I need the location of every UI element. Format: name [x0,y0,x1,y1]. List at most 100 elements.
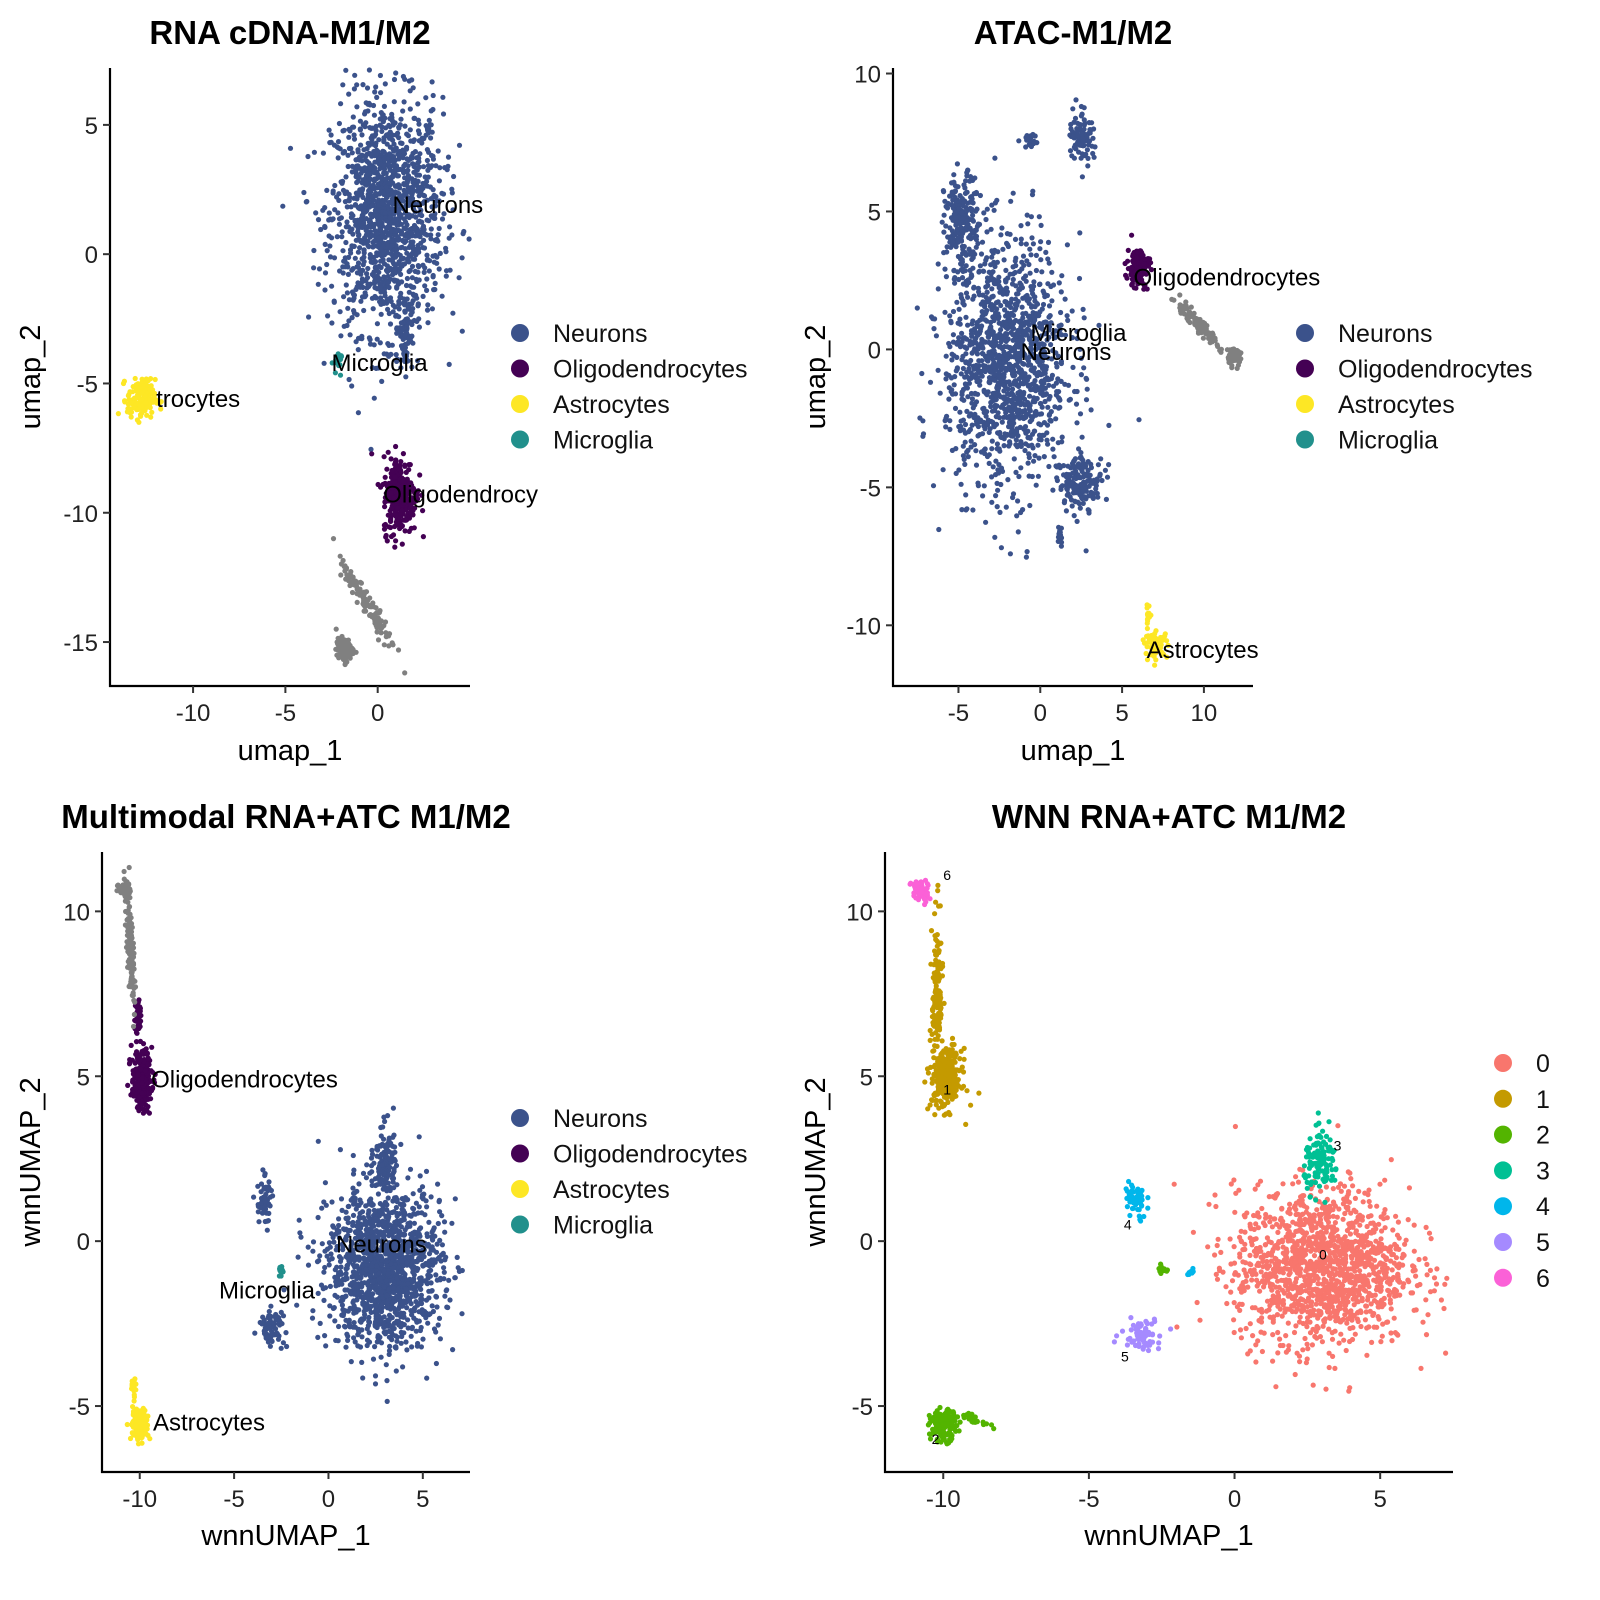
data-point [986,460,992,466]
data-point [1218,349,1224,355]
data-point [1043,249,1049,255]
data-point [944,205,951,211]
data-point [421,269,427,275]
data-point [970,218,977,224]
data-point [1144,625,1150,632]
legend-label: Microglia [1338,427,1438,455]
data-point [1025,221,1031,227]
data-point [1017,415,1023,421]
data-point [960,365,967,372]
data-point [1015,298,1021,305]
data-point [428,135,434,141]
data-point [375,235,382,242]
data-point [412,225,418,231]
data-point [967,267,973,273]
data-point [342,264,348,270]
data-point [1010,433,1016,439]
data-point [421,245,428,251]
data-point [345,305,351,311]
data-point [402,309,408,315]
data-point [401,348,407,354]
data-point [395,208,401,214]
data-point [361,608,367,614]
data-point [1016,383,1022,389]
data-point [979,358,985,364]
data-point [1036,281,1043,288]
data-point [425,167,431,173]
data-point [428,236,434,242]
data-point [1075,132,1081,138]
data-point [400,451,406,457]
data-point [1044,430,1050,436]
data-point [1197,316,1203,323]
data-point [349,150,355,156]
data-point [417,472,423,478]
data-point [416,1134,422,1140]
data-point [948,320,954,326]
data-point [962,439,968,445]
data-point [954,299,960,305]
data-point [429,1303,435,1309]
data-point [430,106,436,113]
data-point [1078,450,1084,456]
data-point [310,1248,316,1254]
data-point [321,1269,327,1275]
data-point [1062,381,1068,387]
data-point [1009,363,1015,369]
data-point [399,541,405,547]
data-point [391,232,398,238]
data-point [1086,493,1092,499]
data-point [360,1375,366,1381]
data-point [115,411,121,417]
x-tick-label: -10 [176,700,211,727]
data-point [322,241,328,247]
legend: NeuronsOligodendrocytesAstrocytesMicrogl… [511,320,748,455]
data-point [387,321,394,327]
data-point [946,396,952,402]
data-point [997,429,1003,436]
data-point [958,220,964,226]
data-point [323,1343,329,1349]
x-tick-label: 10 [1191,700,1218,727]
data-point [346,145,352,152]
data-point [386,284,392,291]
data-point [993,421,1000,427]
data-point [369,203,375,209]
data-point [979,314,985,320]
data-point [340,187,347,193]
data-point [128,414,134,420]
data-point [1026,451,1032,457]
data-point [424,276,430,282]
data-point [354,284,360,290]
data-point [343,239,349,246]
data-point [429,306,435,312]
data-point [423,132,429,138]
data-point [313,210,319,216]
data-point [953,215,959,221]
data-point [404,131,410,137]
data-point [1030,386,1036,392]
data-point [382,81,388,87]
data-point [1104,474,1111,480]
data-point [327,254,334,260]
data-point [1134,255,1140,261]
data-point [1009,296,1015,302]
data-point [349,383,355,389]
data-point [981,389,987,395]
data-point [960,300,966,306]
legend-label: Astrocytes [1338,391,1455,419]
y-tick-label: 5 [85,113,98,140]
data-point [962,190,969,196]
data-point [986,429,992,435]
cluster-astrocytes [1144,602,1154,632]
data-point [1011,456,1017,462]
data-point [965,322,971,328]
data-point [315,281,321,287]
data-point [431,259,437,265]
data-point [957,193,963,199]
data-point [1012,346,1018,352]
data-point [403,146,410,152]
data-point [1231,346,1237,352]
data-point [386,200,392,206]
data-point [371,395,377,401]
